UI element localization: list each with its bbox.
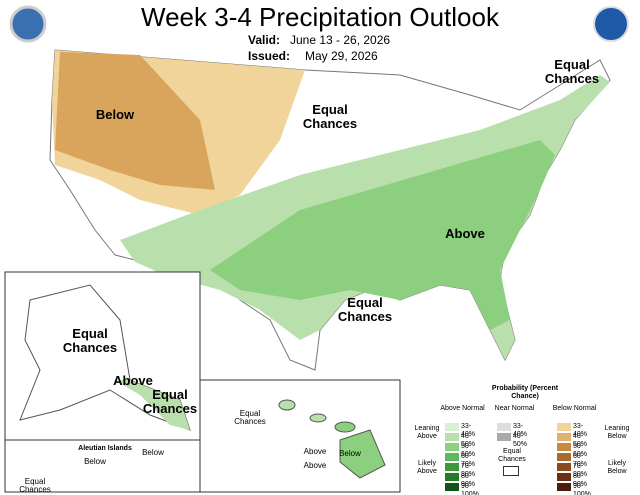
legend-swatch [557, 453, 571, 461]
legend-swatch [557, 483, 571, 491]
alaska-label: Equal Chances [142, 387, 198, 416]
hawaii-label: Equal Chances [234, 409, 266, 426]
legend-swatch [557, 433, 571, 441]
title: Week 3-4 Precipitation Outlook [141, 2, 499, 32]
legend-column: Below Normal [552, 405, 597, 412]
logo-noaa [593, 6, 629, 42]
legend-column: Near Normal [494, 405, 535, 412]
legend-row: 90-100% [573, 483, 591, 495]
legend-swatch [557, 423, 571, 431]
legend-swatch [497, 433, 511, 441]
hawaii-label: Below [339, 449, 361, 458]
legend-swatch [445, 443, 459, 451]
aleutian-label: Equal Chances [19, 477, 51, 494]
legend-row: 33-40% [461, 423, 476, 438]
legend-equal: Equal Chances [498, 448, 526, 463]
legend-row: 50-60% [573, 443, 588, 458]
hawaii-big-island [339, 429, 386, 479]
legend-side: Likely Below [607, 460, 627, 475]
legend-row: 60-70% [573, 453, 588, 468]
map-label: Below [95, 107, 135, 122]
legend-row: 80-90% [461, 473, 476, 488]
legend-row: 70-80% [573, 463, 588, 478]
legend-title: Probability (Percent Chance) [491, 385, 559, 400]
aleutian-label: Below [142, 448, 164, 457]
legend-swatch [445, 453, 459, 461]
aleutian-title: Aleutian Islands [78, 445, 132, 452]
map-label: Above [445, 226, 485, 241]
hawaii-label: Above [303, 461, 327, 470]
legend-side: Leaning Below [604, 425, 630, 440]
map-label: Equal Chances [302, 102, 358, 131]
oahu [309, 413, 327, 423]
alaska-label: Above [113, 373, 153, 388]
valid: June 13 - 26, 2026 [290, 33, 391, 47]
legend-swatch [445, 423, 459, 431]
alaska-above [115, 380, 190, 430]
legend-row: 33-40% [513, 423, 528, 438]
legend-equal-box [503, 466, 519, 476]
legend-side: Leaning Above [414, 425, 440, 440]
map-label: Equal Chances [544, 57, 600, 86]
aleutian-label: Below [84, 457, 106, 466]
map-label: Equal Chances [337, 295, 393, 324]
maui [334, 421, 356, 433]
logo-commerce [9, 5, 47, 43]
above-dark [210, 140, 555, 330]
legend-swatch [445, 483, 459, 491]
legend-row: 90-100% [461, 483, 479, 495]
alaska-label: Equal Chances [62, 326, 118, 355]
legend-row: 40-50% [461, 433, 476, 448]
legend-row: 40-50% [513, 433, 528, 448]
aleutian-box [4, 439, 201, 493]
legend-row: 70-80% [461, 463, 476, 478]
legend-swatch [557, 473, 571, 481]
kauai [278, 399, 296, 411]
legend-swatch [445, 473, 459, 481]
legend-row: 33-40% [573, 423, 588, 438]
legend-swatch [497, 423, 511, 431]
below-dark [55, 52, 215, 190]
valid-label: Valid: [248, 33, 281, 47]
legend-side: Likely Above [417, 460, 437, 475]
issued: May 29, 2026 [305, 49, 378, 63]
issued-label: Issued: [248, 49, 291, 63]
legend-column: Above Normal [440, 405, 485, 412]
legend-swatch [557, 463, 571, 471]
legend-row: 80-90% [573, 473, 588, 488]
legend-row: 60-70% [461, 453, 476, 468]
legend-swatch [445, 433, 459, 441]
hawaii-label: Above [303, 447, 327, 456]
legend-row: 40-50% [573, 433, 588, 448]
legend-row: 50-60% [461, 443, 476, 458]
legend-swatch [557, 443, 571, 451]
legend-swatch [445, 463, 459, 471]
